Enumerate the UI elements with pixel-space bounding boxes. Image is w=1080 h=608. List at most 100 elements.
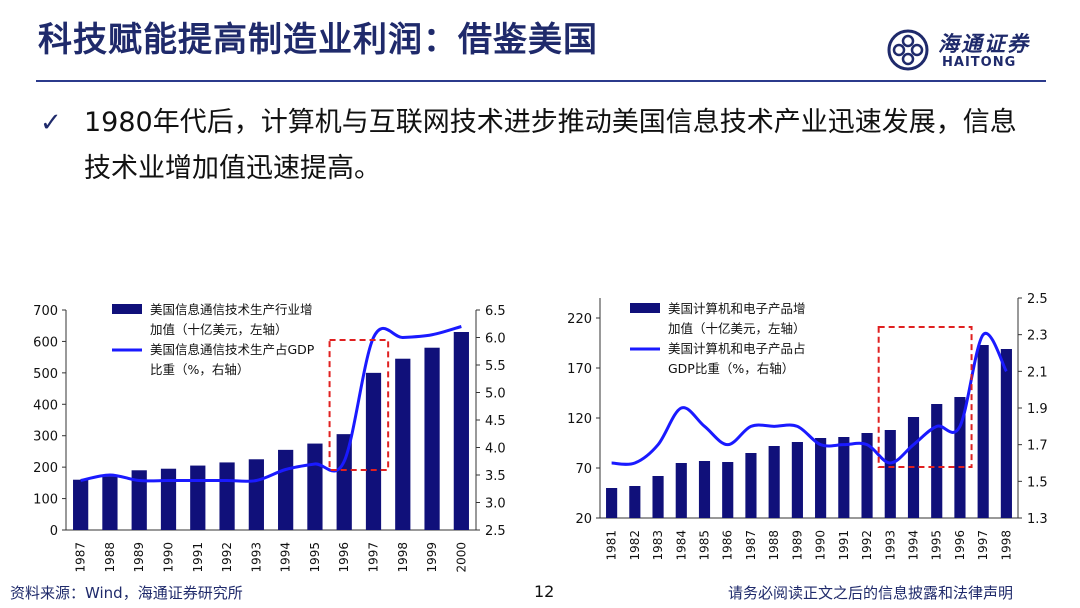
x-tick-label: 1981 <box>605 530 619 561</box>
right-tick-label: 3.5 <box>485 469 506 484</box>
series-line <box>80 325 462 483</box>
haitong-logo-icon <box>887 29 929 71</box>
left-tick-label: 220 <box>567 312 592 327</box>
bar <box>395 358 411 530</box>
right-tick-label: 2.5 <box>1027 292 1048 307</box>
bullet-text: 1980年代后，计算机与互联网技术进步推动美国信息技术产业迅速发展，信息技术业增… <box>84 107 1017 184</box>
page-number: 12 <box>534 582 555 601</box>
chart-ict-value-added: 0 100 200 300 400 500 600 700 2.5 3.0 3.5 4.0 4.5 5.0… <box>33 302 506 573</box>
right-tick-label: 1.9 <box>1027 402 1048 417</box>
x-tick-label: 1994 <box>907 530 921 561</box>
bar <box>424 347 440 530</box>
x-tick-label: 1995 <box>930 530 944 561</box>
x-tick-label: 1988 <box>103 542 117 573</box>
x-tick-label: 1989 <box>790 530 804 561</box>
x-tick-label: 1983 <box>651 530 665 561</box>
highlight-box <box>328 339 390 471</box>
legend-line-label-line2: GDP比重（%，右轴） <box>668 361 794 376</box>
check-icon: ✓ <box>40 108 62 138</box>
right-tick-label: 2.3 <box>1027 329 1048 344</box>
bar <box>954 397 966 518</box>
bar <box>931 404 943 518</box>
right-tick-label: 4.0 <box>485 442 506 457</box>
x-tick-label: 1990 <box>162 542 176 573</box>
left-tick-label: 100 <box>33 493 58 508</box>
x-tick-label: 1997 <box>976 530 990 561</box>
bar <box>73 479 89 530</box>
bar <box>190 465 206 530</box>
left-tick-label: 500 <box>33 367 58 382</box>
x-tick-label: 1989 <box>132 542 146 573</box>
left-tick-label: 0 <box>50 524 58 539</box>
legend-bar-swatch <box>112 304 142 314</box>
logo-english-name: HAITONG <box>942 55 1017 70</box>
left-tick-label: 20 <box>575 512 592 527</box>
bar <box>675 463 687 518</box>
legal-disclaimer: 请务必阅读正文之后的信息披露和法律声明 <box>728 584 1014 602</box>
left-tick-label: 600 <box>33 335 58 350</box>
left-tick-label: 400 <box>33 398 58 413</box>
x-tick-label: 1987 <box>744 530 758 561</box>
legend-bar-label-line1: 美国计算机和电子产品增 <box>668 301 806 316</box>
bar <box>815 438 827 518</box>
x-tick-label: 1998 <box>396 542 410 573</box>
logo-chinese-name: 海通证券 <box>938 32 1030 56</box>
legend-bar-label-line1: 美国信息通信技术生产行业增 <box>150 302 313 317</box>
legend-bar-label-line2: 加值（十亿美元，左轴） <box>150 322 288 337</box>
left-tick-label: 300 <box>33 430 58 445</box>
bar <box>652 476 664 518</box>
legend-bar-swatch <box>630 303 660 313</box>
title-divider <box>36 80 1046 82</box>
bar <box>219 462 235 530</box>
bar <box>722 462 734 518</box>
highlight-box <box>877 326 973 468</box>
bar <box>102 476 118 530</box>
company-logo: 海通证券 HAITONG <box>886 28 1056 76</box>
bar <box>606 488 618 518</box>
bar <box>278 449 294 530</box>
bar <box>160 468 177 530</box>
source-note: 资料来源：Wind，海通证券研究所 <box>10 584 243 602</box>
x-tick-label: 1993 <box>883 530 897 561</box>
left-tick-label: 120 <box>567 412 592 427</box>
bar <box>307 443 323 530</box>
bar <box>745 453 757 518</box>
right-tick-label: 5.0 <box>485 387 506 402</box>
x-tick-label: 1999 <box>425 542 439 573</box>
x-tick-label: 1996 <box>337 542 351 573</box>
left-tick-label: 170 <box>567 362 592 377</box>
legend-line-label-line2: 比重（%，右轴） <box>150 362 249 377</box>
x-tick-label: 1986 <box>721 530 735 561</box>
bar <box>453 332 469 530</box>
right-tick-label: 4.5 <box>485 414 506 429</box>
x-tick-label: 1994 <box>279 542 293 573</box>
bar <box>791 442 803 518</box>
page-title: 科技赋能提高制造业利润：借鉴美国 <box>38 20 598 60</box>
x-tick-label: 1991 <box>837 530 851 561</box>
right-tick-label: 1.3 <box>1027 512 1048 527</box>
bar <box>336 434 352 530</box>
left-tick-label: 200 <box>33 461 58 476</box>
x-tick-label: 1984 <box>674 530 688 561</box>
x-tick-label: 1998 <box>999 530 1013 561</box>
bar <box>248 459 264 530</box>
x-tick-label: 1993 <box>249 542 263 573</box>
right-tick-label: 3.0 <box>485 497 506 512</box>
x-tick-label: 1988 <box>767 530 781 561</box>
bar <box>131 470 147 530</box>
x-tick-label: 1996 <box>953 530 967 561</box>
x-tick-label: 1985 <box>698 530 712 561</box>
right-tick-label: 1.5 <box>1027 475 1048 490</box>
x-tick-label: 1992 <box>860 530 874 561</box>
x-tick-label: 1992 <box>220 542 234 573</box>
bar <box>365 372 382 530</box>
bar <box>861 433 873 518</box>
legend-line-label-line1: 美国信息通信技术生产占GDP <box>150 342 315 357</box>
chart-computer-electronics: 20 70 120 170 220 1.3 1.5 1.7 1.9 2.1 2.3 2.5 1981 19… <box>567 292 1048 561</box>
bar <box>1000 349 1012 518</box>
legend-line-label-line1: 美国计算机和电子产品占 <box>668 341 806 356</box>
right-tick-label: 2.5 <box>485 524 506 539</box>
right-tick-label: 1.7 <box>1027 439 1048 454</box>
x-tick-label: 2000 <box>454 542 468 573</box>
bar <box>698 461 711 518</box>
